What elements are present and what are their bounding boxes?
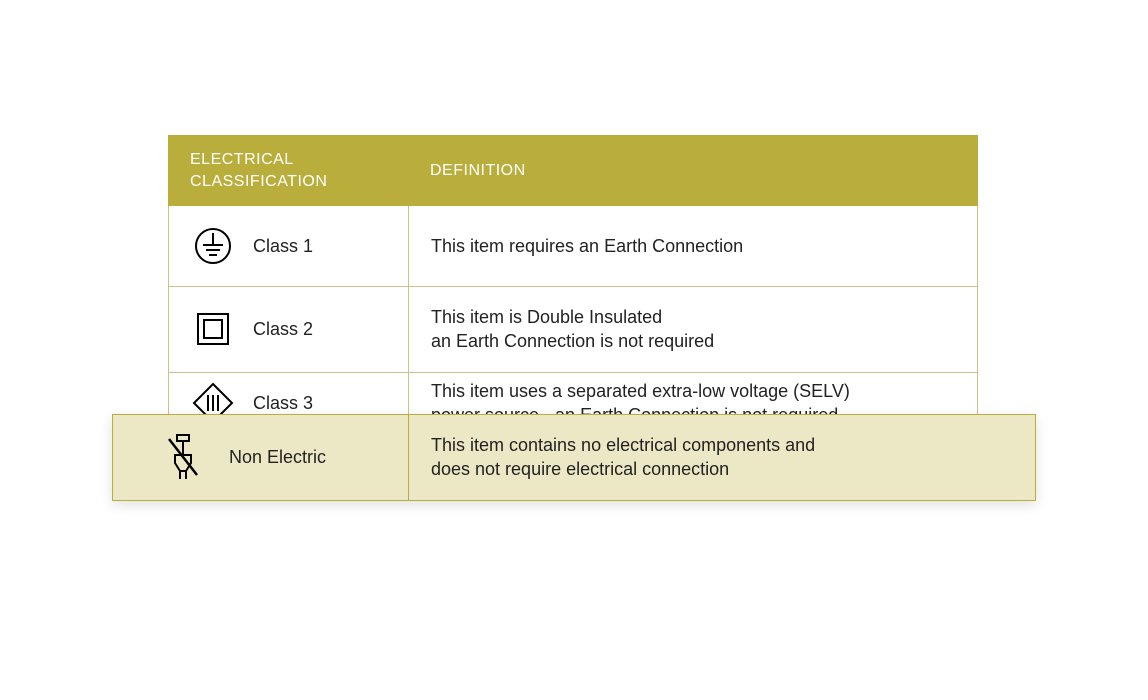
class-label: Class 1 <box>253 236 313 257</box>
no-plug-icon <box>161 435 205 479</box>
classification-cell: Non Electric <box>113 415 409 500</box>
table-header: ELECTRICAL CLASSIFICATION DEFINITION <box>168 135 978 206</box>
table-row: Class 1 This item requires an Earth Conn… <box>168 206 978 287</box>
definition-line: does not require electrical connection <box>431 457 1013 481</box>
double-square-icon <box>191 307 235 351</box>
header-col-classification: ELECTRICAL CLASSIFICATION <box>168 135 408 206</box>
classification-table: ELECTRICAL CLASSIFICATION DEFINITION Cla… <box>168 135 978 434</box>
definition-line: an Earth Connection is not required <box>431 329 955 353</box>
definition-cell: This item contains no electrical compone… <box>409 415 1035 500</box>
class-label: Non Electric <box>229 447 326 468</box>
definition-line: This item contains no electrical compone… <box>431 433 1013 457</box>
earth-icon <box>191 224 235 268</box>
header-line2: CLASSIFICATION <box>190 171 386 193</box>
definition-line: This item is Double Insulated <box>431 305 955 329</box>
header-col-definition: DEFINITION <box>408 135 978 206</box>
definition-cell: This item requires an Earth Connection <box>409 206 977 286</box>
header-line1: ELECTRICAL <box>190 149 386 171</box>
class-label: Class 2 <box>253 319 313 340</box>
highlighted-row: Non Electric This item contains no elect… <box>112 414 1036 501</box>
definition-cell: This item is Double Insulated an Earth C… <box>409 287 977 372</box>
classification-cell: Class 2 <box>169 287 409 372</box>
classification-cell: Class 1 <box>169 206 409 286</box>
definition-line: This item uses a separated extra-low vol… <box>431 379 955 403</box>
class-label: Class 3 <box>253 393 313 414</box>
table-row: Class 2 This item is Double Insulated an… <box>168 287 978 373</box>
definition-line: This item requires an Earth Connection <box>431 234 955 258</box>
